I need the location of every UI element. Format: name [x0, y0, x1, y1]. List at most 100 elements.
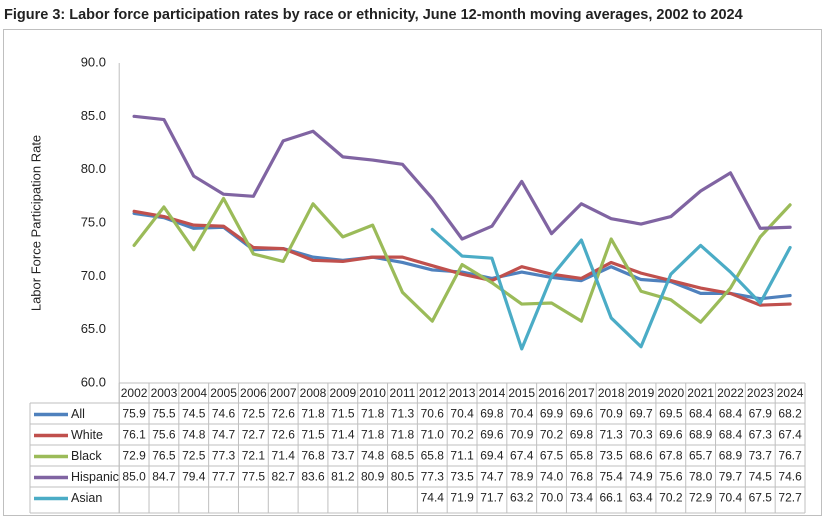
table-value: 67.9 — [749, 407, 773, 421]
table-value: 67.5 — [540, 449, 564, 463]
y-axis-label: Labor Force Participation Rate — [28, 135, 43, 311]
table-value: 67.5 — [749, 491, 773, 505]
table-value: 74.9 — [629, 470, 653, 484]
x-tick-label: 2023 — [747, 386, 774, 400]
table-value: 74.5 — [749, 470, 773, 484]
table-value: 72.5 — [242, 407, 266, 421]
table-value: 68.4 — [689, 407, 713, 421]
table-value: 71.9 — [450, 491, 474, 505]
series-line — [132, 196, 792, 324]
x-tick-label: 2016 — [538, 386, 565, 400]
table-value: 70.9 — [600, 407, 624, 421]
table-value: 69.6 — [659, 428, 683, 442]
x-tick-label: 2018 — [598, 386, 625, 400]
table-value: 75.6 — [152, 428, 176, 442]
series-line — [132, 114, 792, 241]
x-tick-label: 2017 — [568, 386, 595, 400]
table-value: 74.8 — [182, 428, 206, 442]
table-value: 77.7 — [212, 470, 236, 484]
x-tick-label: 2005 — [210, 386, 237, 400]
table-value: 71.5 — [301, 428, 325, 442]
x-tick-label: 2019 — [628, 386, 655, 400]
x-tick-label: 2020 — [657, 386, 684, 400]
table-value: 82.7 — [272, 470, 296, 484]
legend-label: Asian — [71, 491, 102, 505]
x-tick-label: 2012 — [419, 386, 446, 400]
table-value: 70.0 — [540, 491, 564, 505]
table-value: 67.8 — [659, 449, 683, 463]
table-value: 76.5 — [152, 449, 176, 463]
table-value: 75.4 — [600, 470, 624, 484]
table-value: 63.2 — [510, 491, 534, 505]
table-value: 69.6 — [480, 428, 504, 442]
x-tick-label: 2002 — [121, 386, 148, 400]
x-tick-label: 2008 — [300, 386, 327, 400]
legend-label: All — [71, 407, 85, 421]
table-value: 70.2 — [450, 428, 474, 442]
table-value: 85.0 — [122, 470, 146, 484]
table-value: 77.5 — [242, 470, 266, 484]
table-value: 73.7 — [749, 449, 773, 463]
table-value: 83.6 — [301, 470, 325, 484]
table-value: 68.9 — [689, 428, 713, 442]
table-value: 79.7 — [719, 470, 743, 484]
x-tick-label: 2003 — [151, 386, 178, 400]
x-tick-label: 2015 — [508, 386, 535, 400]
table-value: 70.9 — [510, 428, 534, 442]
table-value: 74.7 — [212, 428, 236, 442]
x-tick-label: 2004 — [180, 386, 207, 400]
table-value: 72.1 — [242, 449, 266, 463]
table-value: 71.8 — [361, 428, 385, 442]
table-value: 65.7 — [689, 449, 713, 463]
table-value: 73.4 — [570, 491, 594, 505]
table-value: 74.6 — [212, 407, 236, 421]
y-tick-label: 65.0 — [81, 321, 106, 336]
table-value: 71.8 — [361, 407, 385, 421]
table-value: 72.9 — [122, 449, 146, 463]
table-value: 68.9 — [719, 449, 743, 463]
table-value: 74.5 — [182, 407, 206, 421]
y-tick-label: 60.0 — [81, 374, 106, 389]
y-tick-label: 85.0 — [81, 108, 106, 123]
table-value: 76.8 — [301, 449, 325, 463]
table-value: 69.5 — [659, 407, 683, 421]
y-tick-label: 80.0 — [81, 161, 106, 176]
table-value: 69.6 — [570, 407, 594, 421]
table-value: 70.4 — [510, 407, 534, 421]
table-value: 70.4 — [450, 407, 474, 421]
table-value: 71.4 — [272, 449, 296, 463]
y-tick-label: 75.0 — [81, 214, 106, 229]
table-value: 68.2 — [778, 407, 802, 421]
table-value: 71.5 — [331, 407, 355, 421]
table-value: 70.6 — [421, 407, 445, 421]
chart-frame — [3, 29, 822, 516]
table-value: 71.4 — [331, 428, 355, 442]
table-value: 68.5 — [391, 449, 415, 463]
table-value: 71.8 — [391, 428, 415, 442]
table-value: 73.5 — [600, 449, 624, 463]
table-value: 69.7 — [629, 407, 653, 421]
table-value: 75.5 — [152, 407, 176, 421]
table-value: 71.1 — [450, 449, 474, 463]
y-tick-label: 90.0 — [81, 54, 106, 69]
table-value: 69.9 — [540, 407, 564, 421]
table-value: 70.4 — [719, 491, 743, 505]
table-value: 74.7 — [480, 470, 504, 484]
chart-title: Figure 3: Labor force participation rate… — [4, 7, 743, 23]
table-value: 74.0 — [540, 470, 564, 484]
x-tick-label: 2022 — [717, 386, 744, 400]
table-value: 65.8 — [570, 449, 594, 463]
table-value: 67.4 — [778, 428, 802, 442]
x-tick-label: 2013 — [449, 386, 476, 400]
table-value: 72.7 — [778, 491, 802, 505]
table-value: 68.4 — [719, 407, 743, 421]
legend-label: White — [71, 428, 103, 442]
table-value: 72.6 — [272, 407, 296, 421]
table-value: 65.8 — [421, 449, 445, 463]
x-tick-label: 2011 — [390, 386, 416, 400]
table-value: 72.7 — [242, 428, 266, 442]
table-value: 70.3 — [629, 428, 653, 442]
legend-label: Black — [71, 449, 102, 463]
table-value: 77.3 — [212, 449, 236, 463]
